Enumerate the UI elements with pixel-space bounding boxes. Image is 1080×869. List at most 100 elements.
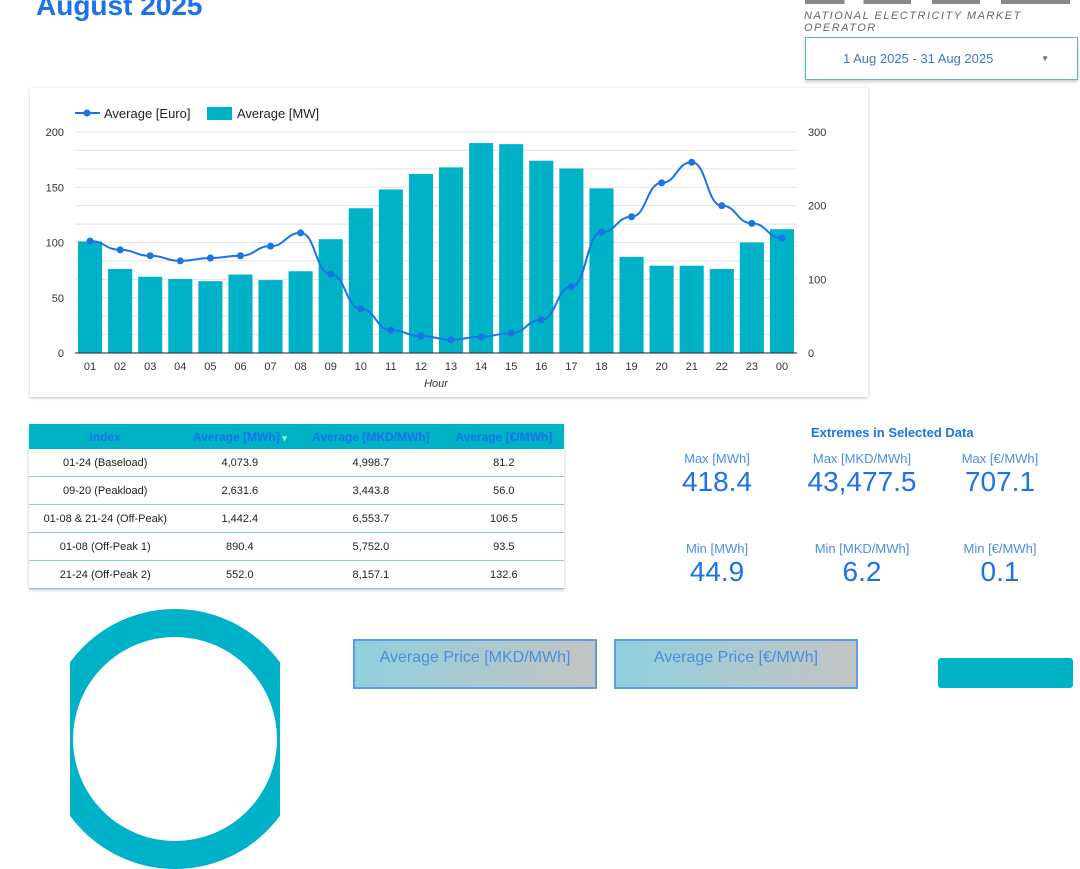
- x-tick: 19: [625, 361, 637, 373]
- column-header[interactable]: Average [€/MWh]: [443, 424, 564, 449]
- euro-point-23: [748, 219, 756, 227]
- logo-subtitle: NATIONAL ELECTRICITY MARKET OPERATOR: [804, 10, 1022, 34]
- table-cell: 93.5: [443, 532, 564, 561]
- euro-point-16: [537, 316, 545, 324]
- avg-price-mkd-card: Average Price [MKD/MWh]: [353, 639, 597, 689]
- table-cell: 1,442.4: [181, 504, 299, 533]
- table-cell: 09-20 (Peakload): [29, 476, 182, 505]
- x-tick: 13: [445, 361, 457, 373]
- column-header[interactable]: Average [MWh] ▾: [181, 424, 299, 449]
- euro-point-01: [86, 237, 94, 245]
- card-label: Average Price [MKD/MWh]: [379, 649, 571, 666]
- legend-euro: Average [Euro]: [104, 106, 190, 121]
- table-cell: 01-08 & 21-24 (Off-Peak): [29, 504, 182, 533]
- euro-point-04: [176, 257, 184, 265]
- y-right-tick: 0: [808, 348, 814, 360]
- kpi-label: Max [€/MWh]: [961, 451, 1039, 466]
- euro-point-20: [658, 179, 666, 187]
- euro-point-09: [327, 270, 335, 278]
- bar-10: [348, 208, 373, 353]
- column-header[interactable]: Index: [29, 424, 182, 449]
- bar-06: [228, 274, 253, 353]
- sort-caret-icon: ▾: [279, 432, 287, 443]
- euro-line: [90, 161, 783, 341]
- x-tick: 07: [264, 361, 276, 373]
- date-range-picker[interactable]: 1 Aug 2025 - 31 Aug 2025 ▼: [805, 37, 1078, 80]
- table-row: 01-08 & 21-24 (Off-Peak) 1,442.4 6,553.7 10…: [29, 504, 564, 533]
- euro-point-17: [567, 283, 575, 291]
- euro-point-18: [597, 228, 605, 236]
- euro-point-22: [718, 202, 726, 210]
- date-range-label: 1 Aug 2025 - 31 Aug 2025: [843, 51, 994, 66]
- x-tick: 14: [475, 361, 487, 373]
- legend-bar-icon: [207, 107, 232, 120]
- extremes-title: Extremes in Selected Data: [811, 425, 974, 440]
- x-tick: 06: [234, 361, 246, 373]
- kpi-value: 0.1: [980, 556, 1020, 587]
- table-row: 09-20 (Peakload) 2,631.6 3,443.8 56.0: [29, 476, 564, 505]
- bar-14: [469, 143, 494, 353]
- kpi-label: Min [€/MWh]: [963, 541, 1037, 556]
- euro-point-05: [206, 254, 214, 262]
- euro-point-02: [116, 246, 124, 254]
- table-cell: 132.6: [443, 560, 564, 589]
- euro-point-08: [297, 229, 305, 237]
- table-cell: 106.5: [443, 504, 564, 533]
- y-right-tick: 300: [808, 127, 826, 139]
- bar-03: [138, 276, 163, 353]
- table-cell: 3,443.8: [298, 476, 444, 505]
- bar-15: [499, 144, 524, 353]
- column-header-label: Average [€/MWh]: [455, 429, 553, 444]
- extreme-kpi: Min [MWh] 44.9: [637, 541, 797, 588]
- extreme-kpi: Max [MWh] 418.4: [637, 451, 797, 498]
- euro-point-03: [146, 252, 154, 260]
- extreme-kpi: Max [€/MWh] 707.1: [920, 451, 1080, 498]
- euro-point-19: [628, 213, 636, 221]
- table-cell: 4,073.9: [181, 449, 299, 477]
- index-table: Index Average [MWh] ▾ Average [MKD/MWh] Ave…: [29, 424, 564, 589]
- bar-09: [318, 239, 343, 353]
- table-cell: 5,752.0: [298, 532, 444, 561]
- kpi-value: 6.2: [842, 556, 882, 587]
- x-tick: 16: [535, 361, 547, 373]
- table-cell: 552.0: [181, 560, 299, 589]
- table-cell: 6,553.7: [298, 504, 444, 533]
- bar-16: [529, 160, 554, 353]
- page-title: August 2025: [36, 0, 203, 21]
- table-cell: 4,998.7: [298, 449, 444, 477]
- x-tick: 00: [776, 361, 788, 373]
- euro-point-06: [236, 252, 244, 260]
- table-cell: 01-08 (Off-Peak 1): [29, 532, 182, 561]
- euro-point-11: [387, 326, 395, 334]
- x-tick: 17: [565, 361, 577, 373]
- x-tick: 03: [144, 361, 156, 373]
- table-cell: 56.0: [443, 476, 564, 505]
- y-left-tick: 200: [46, 127, 64, 139]
- table-cell: 890.4: [181, 532, 299, 561]
- x-tick: 11: [385, 361, 396, 373]
- gauge-ring: [70, 609, 280, 869]
- table-cell: 81.2: [443, 449, 564, 477]
- x-tick: 18: [595, 361, 607, 373]
- bar-02: [108, 269, 133, 353]
- kpi-label: Max [MKD/MWh]: [812, 451, 912, 466]
- x-tick: 20: [656, 361, 668, 373]
- bar-05: [198, 281, 223, 353]
- bar-19: [619, 256, 644, 353]
- x-tick: 22: [716, 361, 728, 373]
- x-tick: 12: [415, 361, 427, 373]
- y-left-tick: 150: [46, 182, 64, 194]
- euro-point-13: [447, 336, 455, 344]
- action-button[interactable]: [938, 658, 1073, 688]
- table-cell: 21-24 (Off-Peak 2): [29, 560, 182, 589]
- kpi-value: 707.1: [964, 466, 1036, 497]
- column-header-label: Average [MKD/MWh]: [312, 429, 430, 444]
- table-cell: 2,631.6: [181, 476, 299, 505]
- kpi-label: Min [MKD/MWh]: [814, 541, 910, 556]
- bar-08: [288, 271, 313, 353]
- column-header[interactable]: Average [MKD/MWh]: [298, 424, 444, 449]
- x-tick: 08: [295, 361, 307, 373]
- table-cell: 8,157.1: [298, 560, 444, 589]
- euro-point-10: [357, 305, 365, 313]
